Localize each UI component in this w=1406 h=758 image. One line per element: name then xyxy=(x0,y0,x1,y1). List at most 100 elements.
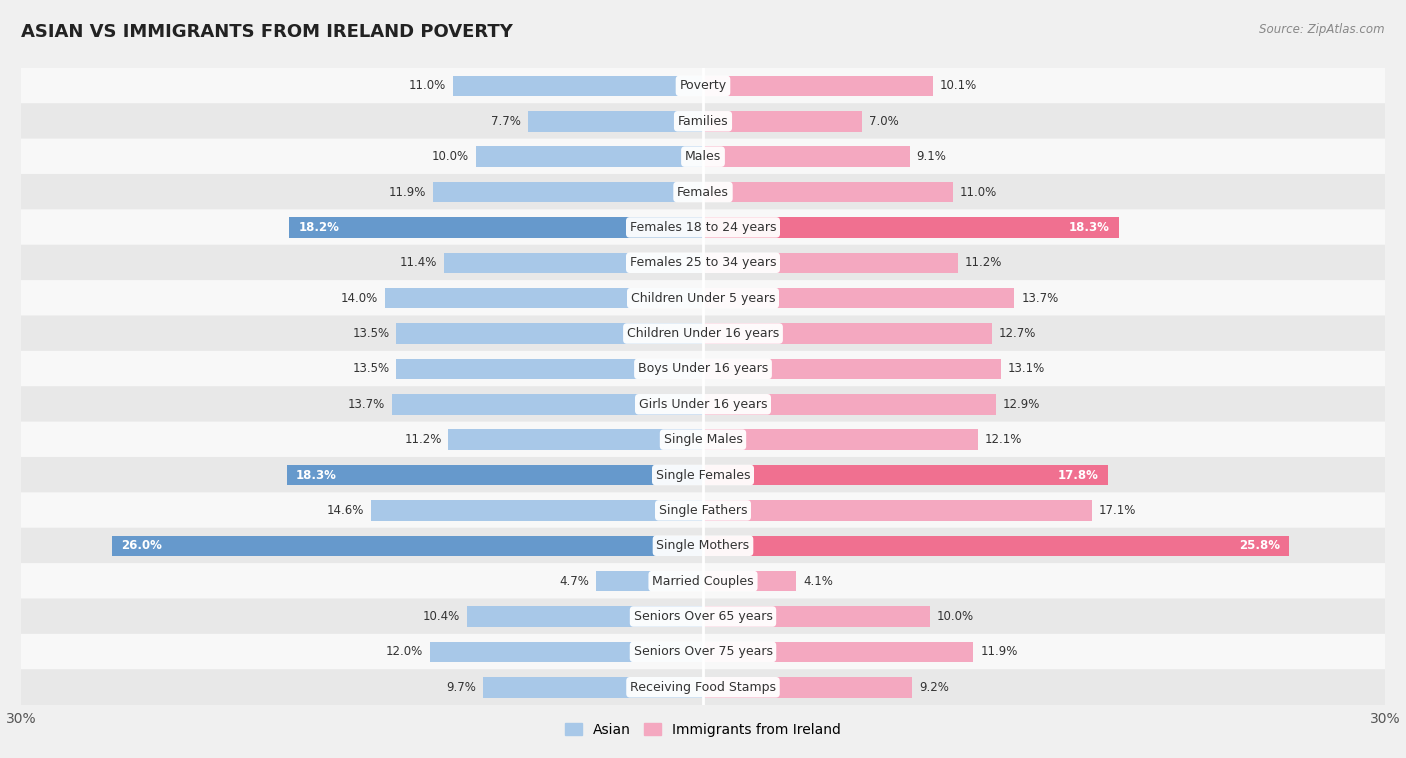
FancyBboxPatch shape xyxy=(21,493,1385,528)
Text: Single Mothers: Single Mothers xyxy=(657,539,749,553)
Text: 11.9%: 11.9% xyxy=(980,645,1018,659)
Text: Receiving Food Stamps: Receiving Food Stamps xyxy=(630,681,776,694)
Bar xyxy=(529,111,703,132)
Bar xyxy=(112,535,703,556)
Bar xyxy=(703,677,912,697)
FancyBboxPatch shape xyxy=(21,245,1385,280)
Text: 11.0%: 11.0% xyxy=(960,186,997,199)
Text: Married Couples: Married Couples xyxy=(652,575,754,587)
FancyBboxPatch shape xyxy=(21,209,1385,246)
Text: 14.6%: 14.6% xyxy=(328,504,364,517)
Text: 10.0%: 10.0% xyxy=(938,610,974,623)
FancyBboxPatch shape xyxy=(21,387,1385,422)
Bar xyxy=(453,76,703,96)
Text: 17.1%: 17.1% xyxy=(1098,504,1136,517)
Text: Boys Under 16 years: Boys Under 16 years xyxy=(638,362,768,375)
Text: 9.1%: 9.1% xyxy=(917,150,946,163)
FancyBboxPatch shape xyxy=(21,669,1385,705)
Bar xyxy=(703,535,1289,556)
Text: 4.1%: 4.1% xyxy=(803,575,832,587)
Text: Single Females: Single Females xyxy=(655,468,751,481)
Text: 12.1%: 12.1% xyxy=(984,433,1022,446)
Text: 11.0%: 11.0% xyxy=(409,80,446,92)
Text: 10.4%: 10.4% xyxy=(423,610,460,623)
FancyBboxPatch shape xyxy=(21,634,1385,670)
Text: Females: Females xyxy=(678,186,728,199)
Text: Poverty: Poverty xyxy=(679,80,727,92)
Bar xyxy=(596,571,703,591)
Text: Seniors Over 75 years: Seniors Over 75 years xyxy=(634,645,772,659)
Text: 11.9%: 11.9% xyxy=(388,186,426,199)
Bar xyxy=(703,641,973,662)
Text: 26.0%: 26.0% xyxy=(121,539,162,553)
Text: 11.2%: 11.2% xyxy=(405,433,441,446)
FancyBboxPatch shape xyxy=(21,315,1385,352)
FancyBboxPatch shape xyxy=(21,103,1385,139)
Text: 18.3%: 18.3% xyxy=(1069,221,1109,234)
Text: 25.8%: 25.8% xyxy=(1239,539,1281,553)
Text: Single Males: Single Males xyxy=(664,433,742,446)
Text: 12.0%: 12.0% xyxy=(387,645,423,659)
Text: 13.5%: 13.5% xyxy=(352,362,389,375)
Text: 18.2%: 18.2% xyxy=(298,221,339,234)
Text: 14.0%: 14.0% xyxy=(340,292,378,305)
Legend: Asian, Immigrants from Ireland: Asian, Immigrants from Ireland xyxy=(560,718,846,743)
Bar xyxy=(430,641,703,662)
Bar xyxy=(703,465,1108,485)
Text: 13.7%: 13.7% xyxy=(347,398,385,411)
FancyBboxPatch shape xyxy=(21,563,1385,599)
Bar xyxy=(475,146,703,167)
Text: 7.7%: 7.7% xyxy=(491,114,522,128)
Bar xyxy=(385,288,703,309)
FancyBboxPatch shape xyxy=(21,139,1385,174)
Text: Families: Families xyxy=(678,114,728,128)
Text: Children Under 5 years: Children Under 5 years xyxy=(631,292,775,305)
Text: Females 18 to 24 years: Females 18 to 24 years xyxy=(630,221,776,234)
Text: 7.0%: 7.0% xyxy=(869,114,898,128)
FancyBboxPatch shape xyxy=(21,599,1385,634)
Bar xyxy=(703,111,862,132)
FancyBboxPatch shape xyxy=(21,457,1385,493)
FancyBboxPatch shape xyxy=(21,421,1385,458)
Bar xyxy=(703,500,1091,521)
Text: 11.4%: 11.4% xyxy=(399,256,437,269)
Bar xyxy=(703,323,991,344)
Bar xyxy=(703,182,953,202)
Text: 18.3%: 18.3% xyxy=(297,468,337,481)
Text: 12.7%: 12.7% xyxy=(998,327,1036,340)
Text: Source: ZipAtlas.com: Source: ZipAtlas.com xyxy=(1260,23,1385,36)
Bar xyxy=(287,465,703,485)
FancyBboxPatch shape xyxy=(21,280,1385,316)
Text: 9.7%: 9.7% xyxy=(446,681,475,694)
Bar xyxy=(444,252,703,273)
Text: Single Fathers: Single Fathers xyxy=(659,504,747,517)
Bar xyxy=(703,429,979,450)
Bar xyxy=(396,359,703,379)
Bar xyxy=(703,571,796,591)
Bar xyxy=(703,359,1001,379)
Text: 13.5%: 13.5% xyxy=(352,327,389,340)
Text: ASIAN VS IMMIGRANTS FROM IRELAND POVERTY: ASIAN VS IMMIGRANTS FROM IRELAND POVERTY xyxy=(21,23,513,41)
Bar xyxy=(396,323,703,344)
Text: Females 25 to 34 years: Females 25 to 34 years xyxy=(630,256,776,269)
Text: 11.2%: 11.2% xyxy=(965,256,1001,269)
Bar xyxy=(433,182,703,202)
Bar xyxy=(467,606,703,627)
FancyBboxPatch shape xyxy=(21,68,1385,104)
Bar xyxy=(392,394,703,415)
Bar xyxy=(703,76,932,96)
FancyBboxPatch shape xyxy=(21,174,1385,210)
Text: 10.0%: 10.0% xyxy=(432,150,468,163)
Bar xyxy=(703,252,957,273)
Bar xyxy=(290,217,703,238)
Text: 13.1%: 13.1% xyxy=(1008,362,1045,375)
Text: Children Under 16 years: Children Under 16 years xyxy=(627,327,779,340)
Text: 9.2%: 9.2% xyxy=(920,681,949,694)
Bar xyxy=(371,500,703,521)
Text: Males: Males xyxy=(685,150,721,163)
Bar xyxy=(703,288,1014,309)
Bar xyxy=(703,146,910,167)
Text: Girls Under 16 years: Girls Under 16 years xyxy=(638,398,768,411)
Text: 10.1%: 10.1% xyxy=(939,80,977,92)
Bar xyxy=(703,606,931,627)
